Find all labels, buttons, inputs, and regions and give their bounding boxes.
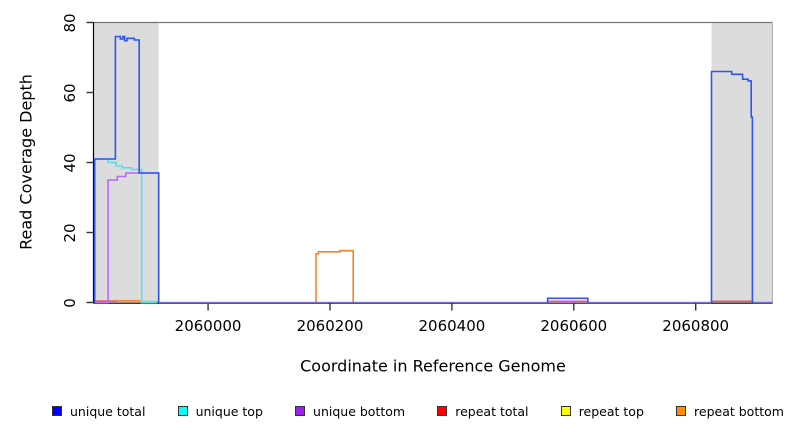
legend-swatch-repeat-top bbox=[560, 406, 571, 416]
series-unique-total bbox=[546, 297, 589, 303]
legend-swatch-unique-top bbox=[177, 406, 188, 416]
legend-label: unique total bbox=[70, 403, 146, 419]
series-repeat-bottom bbox=[315, 249, 355, 303]
legend-label: repeat top bbox=[578, 403, 644, 419]
y-tick-label: 80 bbox=[61, 12, 79, 33]
legend-label: repeat bottom bbox=[694, 403, 784, 419]
legend-label: repeat total bbox=[455, 403, 529, 419]
legend-item-repeat-total: repeat total bbox=[437, 403, 529, 419]
legend-swatch-repeat-total bbox=[437, 406, 448, 416]
legend-item-repeat-top: repeat top bbox=[560, 403, 644, 419]
y-tick-label: 0 bbox=[61, 297, 79, 308]
series-unique-total bbox=[710, 70, 754, 303]
y-axis-title: Read Coverage Depth bbox=[16, 74, 36, 250]
x-tick-label: 2060800 bbox=[662, 317, 730, 335]
x-tick-label: 2060000 bbox=[174, 317, 242, 335]
y-tick-label: 60 bbox=[61, 82, 79, 103]
x-axis-title: Coordinate in Reference Genome bbox=[300, 356, 566, 376]
legend-swatch-repeat-bottom bbox=[676, 406, 687, 416]
legend-item-unique-bottom: unique bottom bbox=[295, 404, 405, 419]
series-unique-total bbox=[93, 35, 160, 303]
legend-swatch-unique-total bbox=[52, 406, 62, 416]
legend: unique total unique top unique bottom repea… bbox=[52, 400, 784, 422]
repeat-region-band-1 bbox=[94, 22, 159, 303]
series-unique-top bbox=[94, 158, 157, 304]
y-tick-label: 20 bbox=[61, 222, 79, 243]
x-tick-label: 2060400 bbox=[418, 317, 486, 335]
legend-swatch-unique-bottom bbox=[295, 406, 306, 416]
legend-label: unique top bbox=[195, 403, 263, 419]
repeat-region-band-2 bbox=[711, 22, 773, 303]
legend-label: unique bottom bbox=[313, 403, 406, 419]
legend-item-unique-top: unique top bbox=[177, 403, 263, 419]
x-tick-label: 2060600 bbox=[540, 317, 608, 335]
x-tick-label: 2060200 bbox=[296, 317, 364, 335]
legend-item-unique-total: unique total bbox=[52, 404, 145, 419]
legend-item-repeat-bottom: repeat bottom bbox=[676, 404, 784, 419]
y-tick-label: 40 bbox=[61, 152, 79, 173]
